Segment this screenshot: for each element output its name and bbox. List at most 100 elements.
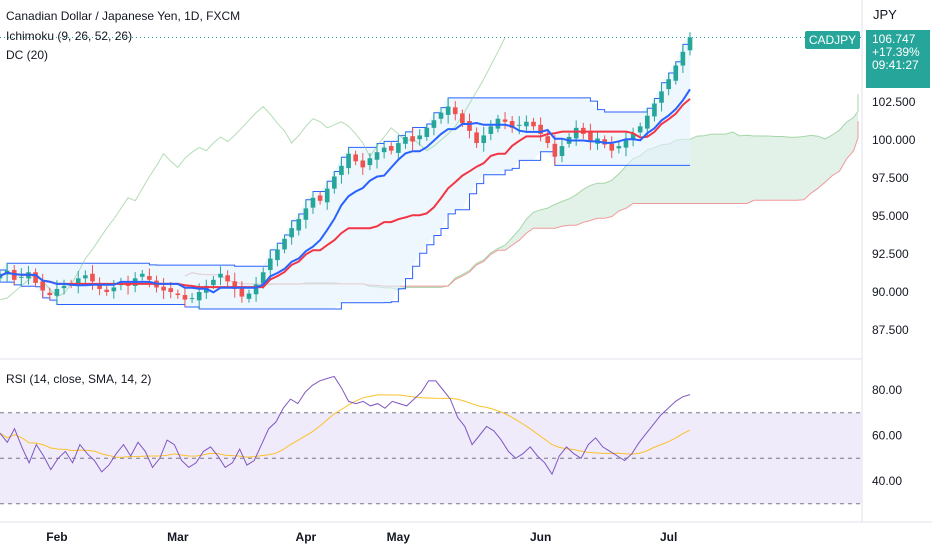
price-tick-label: 92.500: [872, 247, 909, 261]
candle-body: [83, 275, 88, 279]
rsi-ma-line: [0, 394, 691, 458]
candle-body: [524, 121, 529, 127]
candle-body: [673, 65, 679, 81]
rsi-band-fill: [0, 412, 862, 504]
candle-body: [161, 286, 166, 291]
chart-title: Canadian Dollar / Japanese Yen, 1D, FXCM: [6, 9, 241, 23]
donchian-legend[interactable]: DC (20): [6, 48, 49, 62]
candle-body: [332, 176, 337, 189]
candle-body: [488, 126, 494, 134]
candle-body: [445, 106, 451, 115]
candle-body: [424, 127, 430, 137]
candle-body: [61, 285, 67, 289]
candle-body: [232, 281, 238, 289]
candle-body: [609, 143, 615, 151]
rsi-legend[interactable]: RSI (14, close, SMA, 14, 2): [6, 372, 152, 386]
candle-body: [346, 153, 351, 169]
candle-body: [538, 124, 543, 134]
candle-body: [47, 292, 53, 296]
candle-body: [474, 132, 479, 144]
price-tick-label: 87.500: [872, 323, 909, 337]
candle-body: [33, 272, 38, 283]
candle-body: [552, 143, 558, 157]
candle-body: [588, 132, 593, 142]
candle-body: [360, 160, 366, 168]
candle-body: [182, 295, 188, 300]
symbol-tag: CADJPY: [805, 31, 860, 49]
candle-body: [516, 124, 522, 126]
candle-body: [623, 140, 629, 148]
donchian-lower: [0, 151, 690, 310]
time-tick-label: Jul: [660, 530, 677, 544]
candle-body: [139, 273, 145, 277]
candle-body: [559, 146, 565, 156]
candle-body: [147, 276, 152, 280]
price-tick-label: 90.000: [872, 285, 909, 299]
candle-body: [452, 107, 458, 115]
candle-body: [339, 165, 344, 175]
time-tick-label: Jun: [530, 530, 551, 544]
candle-body: [410, 136, 415, 142]
candle-body: [296, 219, 302, 231]
candle-body: [438, 112, 444, 119]
candle-body: [275, 249, 280, 261]
last-price-change: +17.39%: [872, 45, 920, 59]
candle-body: [502, 119, 508, 122]
candle-body: [652, 103, 657, 117]
candle-body: [687, 37, 693, 51]
candle-body: [246, 293, 252, 299]
candle-body: [666, 79, 671, 90]
price-tick-label: 97.500: [872, 171, 909, 185]
candle-body: [403, 136, 408, 144]
candle-body: [381, 147, 387, 153]
candle-body: [218, 273, 223, 278]
candle-body: [104, 289, 110, 292]
candle-body: [289, 228, 294, 238]
ichimoku-legend[interactable]: Ichimoku (9, 26, 52, 26): [6, 29, 133, 43]
candle-body: [467, 121, 472, 131]
candle-body: [374, 152, 380, 160]
candle-body: [509, 121, 515, 128]
candle-body: [260, 272, 266, 284]
candle-body: [225, 275, 230, 282]
candle-body: [495, 118, 501, 129]
rsi-tick-label: 80.00: [872, 383, 902, 397]
rsi-line: [0, 375, 691, 476]
candle-body: [168, 288, 174, 292]
time-tick-label: Feb: [46, 530, 67, 544]
time-tick-label: Mar: [167, 530, 189, 544]
price-tick-label: 100.000: [872, 133, 916, 147]
candle-body: [353, 154, 358, 162]
currency-label: JPY: [873, 7, 897, 22]
candle-body: [282, 238, 287, 250]
candle-body: [253, 284, 259, 295]
last-price-label: 106.747 +17.39% 09:41:27: [866, 30, 930, 88]
candle-body: [324, 188, 330, 203]
candle-body: [630, 133, 636, 140]
candle-body: [645, 115, 650, 129]
candle-body: [211, 279, 216, 286]
time-tick-label: May: [387, 530, 411, 544]
rsi-tick-label: 60.00: [872, 429, 902, 443]
candle-body: [196, 292, 202, 301]
candle-body: [545, 136, 551, 144]
candle-body: [90, 273, 95, 282]
candle-body: [303, 208, 309, 220]
last-price-value: 106.747: [872, 32, 916, 46]
candle-body: [637, 126, 643, 133]
candle-body: [616, 146, 622, 149]
candle-body: [680, 51, 686, 66]
chikou-span: [0, 37, 506, 301]
candle-body: [396, 143, 401, 153]
donchian-fill: [0, 32, 690, 310]
candle-body: [659, 91, 664, 103]
donchian-upper: [0, 32, 691, 271]
candle-body: [175, 293, 181, 296]
price-tick-label: 95.000: [872, 209, 909, 223]
candle-body: [267, 258, 273, 270]
rsi-tick-label: 40.00: [872, 474, 902, 488]
candle-body: [189, 298, 195, 300]
candle-body: [54, 288, 60, 296]
